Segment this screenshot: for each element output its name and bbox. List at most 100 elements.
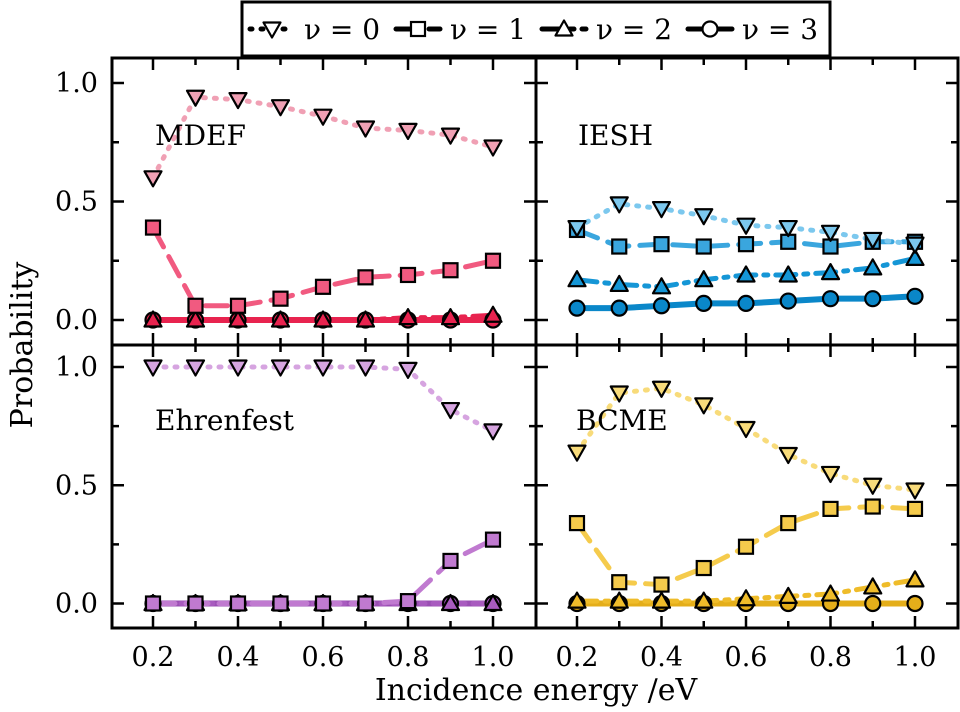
- legend-item-v1: ν = 1: [393, 13, 526, 46]
- legend-item-v2: ν = 2: [539, 13, 672, 46]
- legend-item-v3: ν = 3: [685, 13, 818, 46]
- ehrenfest-v0-point: [185, 359, 206, 377]
- legend-label: ν = 2: [596, 13, 672, 46]
- ehrenfest-v1-point: [399, 593, 417, 610]
- panel-frame: [110, 56, 538, 347]
- bcme-v1-point: [568, 514, 586, 532]
- iesh-v3-point: [864, 290, 882, 308]
- panel-frame: [110, 343, 538, 630]
- mdef-v2-point: [398, 308, 418, 326]
- bcme-v2-point: [905, 570, 925, 588]
- panel-frame: [534, 343, 960, 630]
- panel-iesh: IESH: [534, 56, 960, 347]
- mdef-v1-point: [314, 278, 332, 295]
- mdef-v0-point: [483, 139, 503, 157]
- ehrenfest-v2-point: [440, 593, 461, 612]
- bcme-v0-point: [863, 477, 883, 495]
- x-tick-label: 0.8: [809, 642, 852, 673]
- panel-label: Ehrenfest: [155, 404, 295, 437]
- mdef-v2-point: [483, 305, 503, 323]
- bcme-v2-point: [609, 591, 629, 609]
- bcme-v0-point: [567, 444, 587, 462]
- iesh-v2-point: [694, 270, 714, 288]
- ehrenfest-v1-point: [314, 595, 332, 612]
- mdef-v2-point: [355, 310, 376, 328]
- iesh-v2-point: [651, 277, 672, 295]
- legend-marker: [554, 19, 574, 37]
- iesh-v0-point: [863, 231, 883, 250]
- mdef-v1-point: [442, 262, 459, 279]
- ehrenfest-v2-point: [483, 593, 503, 612]
- iesh-v3-point: [906, 287, 924, 305]
- mdef-v0-point: [313, 108, 333, 126]
- ehrenfest-v1-point: [144, 595, 162, 612]
- mdef-v1-point: [357, 269, 374, 286]
- bcme-v0-point: [820, 465, 841, 484]
- bcme-v1-point: [822, 500, 839, 517]
- panel-label: MDEF: [155, 119, 246, 152]
- legend-label: ν = 3: [742, 13, 818, 46]
- ehrenfest-v0-point: [313, 359, 333, 377]
- iesh-v2-point: [905, 248, 925, 266]
- bcme-v3-point: [864, 594, 882, 613]
- bcme-v0-point: [736, 420, 756, 439]
- ehrenfest-v0-point: [228, 359, 248, 377]
- bcme-v0-point: [694, 397, 714, 415]
- y-tick-label: 0.5: [55, 470, 98, 501]
- iesh-v1-point: [611, 238, 628, 255]
- iesh-v3-point: [652, 297, 671, 315]
- mdef-v0-point: [440, 127, 461, 145]
- y-tick-label: 0.5: [55, 187, 98, 218]
- iesh-v1-point: [653, 236, 670, 253]
- mdef-v2-point: [270, 310, 291, 328]
- mdef-v0-point: [185, 89, 206, 107]
- x-tick-label: 0.2: [556, 642, 599, 673]
- ehrenfest-v1-point: [187, 595, 204, 612]
- iesh-v3-point: [821, 290, 840, 308]
- ehrenfest-v1-point: [272, 595, 289, 612]
- iesh-v0-point: [736, 217, 756, 235]
- iesh-v0-point: [609, 196, 629, 214]
- mdef-v1-point: [484, 252, 502, 269]
- legend: ν = 0 ν = 1 ν = 2 ν = 3: [240, 0, 832, 58]
- bcme-v1-point: [864, 498, 881, 515]
- mdef-v2-point: [228, 310, 248, 328]
- bcme-v0-point: [651, 380, 672, 398]
- legend-marker: [409, 20, 427, 38]
- ehrenfest-v1-point: [484, 531, 502, 548]
- mdef-v0-point: [228, 91, 248, 110]
- bcme-v1-point: [906, 500, 924, 517]
- bcme-v0-point: [609, 385, 629, 403]
- bcme-v1-point: [695, 559, 712, 577]
- iesh-v3-point: [737, 294, 755, 313]
- y-tick-label: 1.0: [55, 68, 98, 99]
- ehrenfest-v1-point: [357, 595, 374, 612]
- ehrenfest-v1-point: [442, 552, 459, 570]
- y-axis-label: Probability: [5, 262, 40, 429]
- bcme-v2-point: [567, 591, 587, 609]
- mdef-v0-point: [398, 122, 418, 140]
- mdef-v2-point: [440, 308, 461, 326]
- iesh-v2-point: [567, 270, 587, 288]
- iesh-v0-point: [905, 236, 925, 254]
- ehrenfest-v0-point: [355, 359, 376, 377]
- bcme-v2-point: [863, 577, 883, 595]
- iesh-v0-point: [694, 208, 714, 226]
- bcme-v2-point: [651, 591, 672, 609]
- legend-item-v0: ν = 0: [247, 13, 380, 46]
- mdef-v2-point: [143, 310, 163, 328]
- iesh-v3-point: [695, 294, 713, 313]
- y-tick-label: 1.0: [55, 352, 98, 383]
- iesh-v2-point: [863, 258, 883, 276]
- bcme-v0-point: [778, 446, 798, 465]
- iesh-v0-point: [778, 219, 798, 238]
- bcme-v3-point: [906, 594, 924, 613]
- mdef-v0-point: [270, 99, 291, 117]
- x-tick-label: 1.0: [472, 642, 515, 673]
- mdef-v1-point: [229, 297, 247, 314]
- iesh-v0-point: [820, 224, 841, 242]
- ehrenfest-v0-point: [483, 423, 503, 441]
- mdef-v2-point: [313, 310, 333, 328]
- bcme-v2-point: [736, 589, 756, 607]
